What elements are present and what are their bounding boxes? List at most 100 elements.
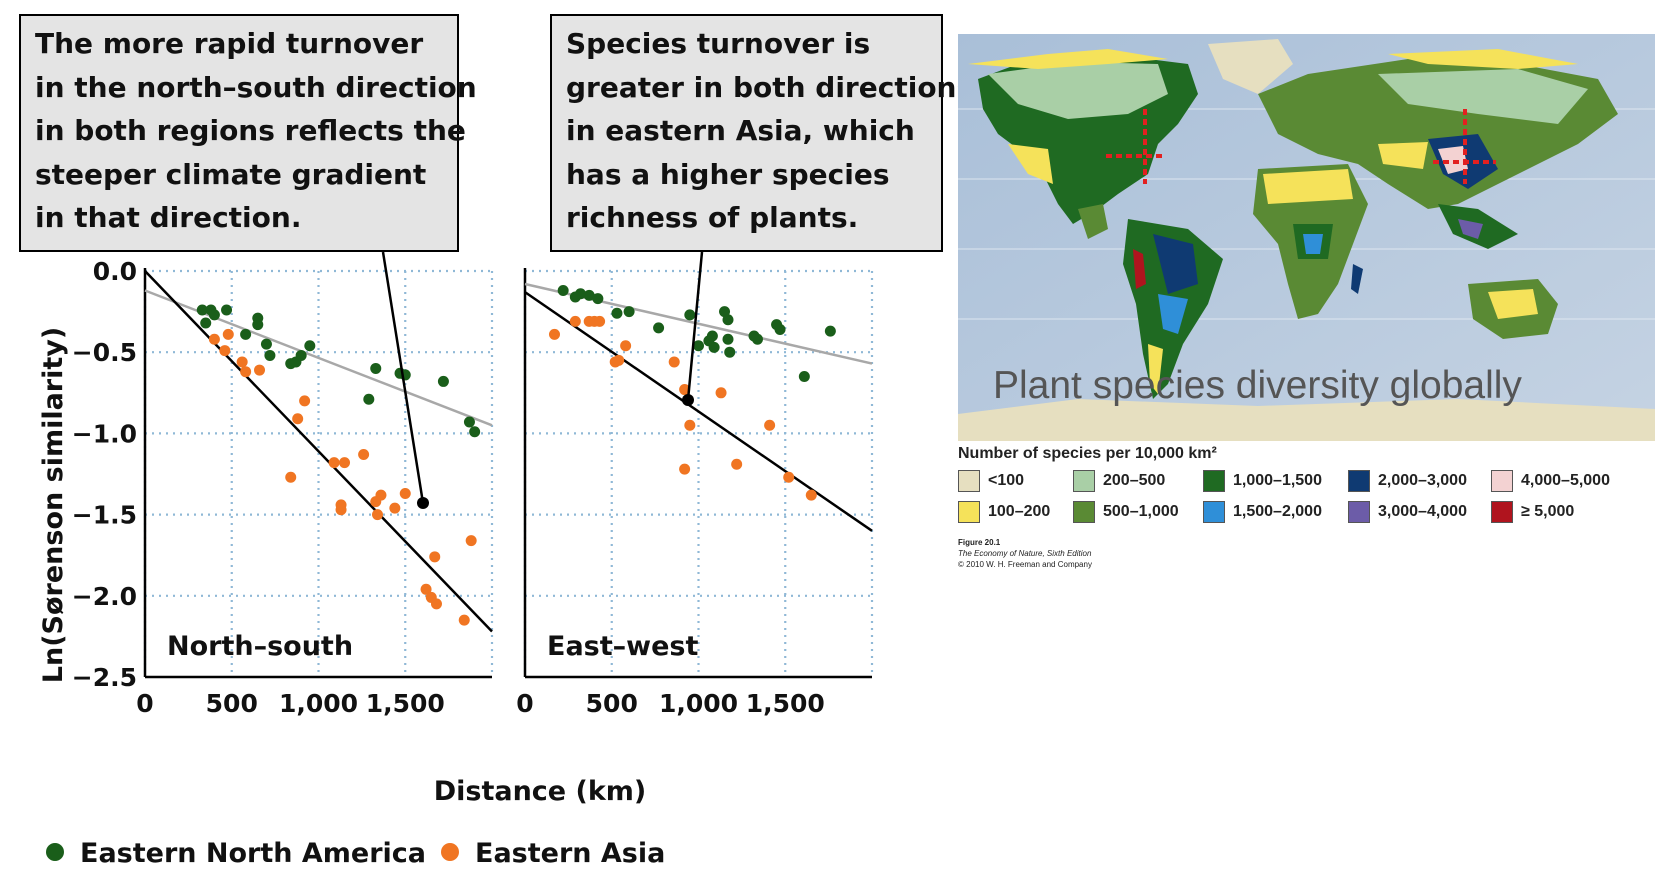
point-north-america [221, 304, 233, 316]
callout-right-line: in eastern Asia, which [566, 114, 915, 147]
point-north-america [684, 309, 696, 321]
callout-right-line: greater in both directions [566, 70, 974, 104]
point-north-america [693, 340, 704, 352]
point-north-america [611, 307, 623, 319]
point-north-america [370, 362, 382, 374]
y-tick-label: −1.0 [72, 419, 137, 448]
legend-label-eastern-north-america: Eastern North America [80, 838, 426, 869]
map-legend: <100 100–200 200–500 500–1,000 1,000–1,5… [958, 470, 1658, 530]
map-legend-item: 3,000–4,000 [1348, 501, 1467, 523]
figure-credit-copyright: © 2010 W. H. Freeman and Company [958, 560, 1092, 569]
point-north-america [208, 309, 220, 321]
map-legend-label: 3,000–4,000 [1378, 503, 1467, 520]
point-north-america [463, 416, 475, 428]
map-legend-label: 1,500–2,000 [1233, 503, 1322, 520]
point-north-america [722, 333, 734, 345]
point-asia [254, 364, 266, 376]
x-tick-label: 1,500 [746, 689, 825, 718]
callout-left-line: in both regions reflects the [35, 114, 466, 147]
y-tick-label: −2.0 [72, 582, 137, 611]
point-asia [548, 328, 560, 340]
point-asia [764, 419, 776, 431]
point-north-america [774, 323, 786, 335]
point-asia [613, 354, 625, 366]
point-asia [399, 487, 411, 499]
point-asia [389, 502, 401, 514]
point-north-america [751, 333, 763, 345]
y-tick-label: −0.5 [72, 338, 137, 367]
point-north-america [363, 393, 375, 405]
map-legend-item: 1,000–1,500 [1203, 470, 1322, 492]
point-asia [430, 598, 442, 610]
map-legend-label: <100 [988, 472, 1025, 489]
point-north-america [200, 317, 212, 329]
point-asia [240, 366, 252, 378]
point-asia [679, 384, 691, 396]
point-asia [208, 333, 220, 345]
legend-marker-eastern-asia [441, 843, 459, 861]
map-legend-swatch [1203, 470, 1225, 492]
callout-east-asia: Species turnover is greater in both dire… [550, 14, 974, 252]
y-tick-label: −2.5 [72, 663, 137, 692]
callout-left-line: in that direction. [35, 201, 302, 234]
point-asia [292, 413, 304, 425]
callout-pointer-right [686, 251, 704, 401]
point-asia [328, 457, 340, 469]
chart-north-south: 0 500 1,000 1,500 0.0 −0.5 −1.0 −1.5 −2.0 −2.5 Nor… [72, 257, 494, 718]
point-asia [222, 328, 234, 340]
map-legend-item: ≥ 5,000 [1491, 501, 1574, 523]
point-asia [731, 458, 743, 470]
y-tick-label: 0.0 [93, 257, 137, 286]
point-asia [458, 614, 470, 626]
x-tick-label: 1,500 [366, 689, 445, 718]
point-north-america [653, 322, 665, 334]
x-tick-label: 0 [516, 689, 533, 718]
map-legend-label: 1,000–1,500 [1233, 472, 1322, 489]
point-north-america [623, 306, 635, 318]
map-legend-item: <100 [958, 470, 1024, 492]
map-legend-item: 1,500–2,000 [1203, 501, 1322, 523]
y-axis-label: Ln(Sørenson similarity) [38, 327, 69, 683]
world-map-image [958, 34, 1655, 441]
trend-line-asia [144, 270, 493, 633]
point-asia [339, 457, 351, 469]
map-legend-title: Number of species per 10,000 km² [958, 445, 1217, 462]
callout-right-line: richness of plants. [566, 201, 859, 234]
map-legend-label: 500–1,000 [1103, 503, 1179, 520]
point-north-america [798, 371, 810, 383]
map-legend-item: 200–500 [1073, 470, 1165, 492]
point-north-america [722, 314, 734, 326]
point-asia [569, 315, 581, 327]
point-north-america [557, 284, 569, 296]
point-asia [420, 583, 432, 595]
point-north-america [264, 349, 276, 361]
map-legend-label: 200–500 [1103, 472, 1166, 489]
map-legend-swatch [1203, 501, 1225, 523]
world-map: Plant species diversity globally [958, 34, 1655, 441]
map-title: Plant species diversity globally [993, 364, 1522, 407]
point-asia [620, 340, 632, 352]
point-north-america [575, 288, 587, 300]
point-north-america [304, 340, 316, 352]
legend-label-eastern-asia: Eastern Asia [475, 838, 665, 869]
figure-credit-book: The Economy of Nature, Sixth Edition [958, 549, 1092, 558]
x-tick-label: 1,000 [659, 689, 738, 718]
map-legend-item: 4,000–5,000 [1491, 470, 1610, 492]
callout-right-line: Species turnover is [566, 27, 871, 60]
callout-left-line: The more rapid turnover [35, 27, 424, 60]
map-legend-item: 100–200 [958, 501, 1050, 523]
point-north-america [724, 346, 736, 358]
x-tick-label: 500 [586, 689, 638, 718]
legend-marker-eastern-north-america [46, 843, 64, 861]
x-tick-label: 0 [136, 689, 153, 718]
map-legend-swatch [1348, 470, 1370, 492]
map-legend-label: 2,000–3,000 [1378, 472, 1467, 489]
point-asia [358, 449, 370, 461]
point-asia [679, 463, 691, 475]
point-asia [805, 489, 817, 501]
point-north-america [708, 341, 720, 353]
point-asia [465, 535, 477, 547]
point-asia [668, 356, 680, 368]
point-asia [783, 471, 795, 483]
point-north-america [583, 289, 595, 301]
